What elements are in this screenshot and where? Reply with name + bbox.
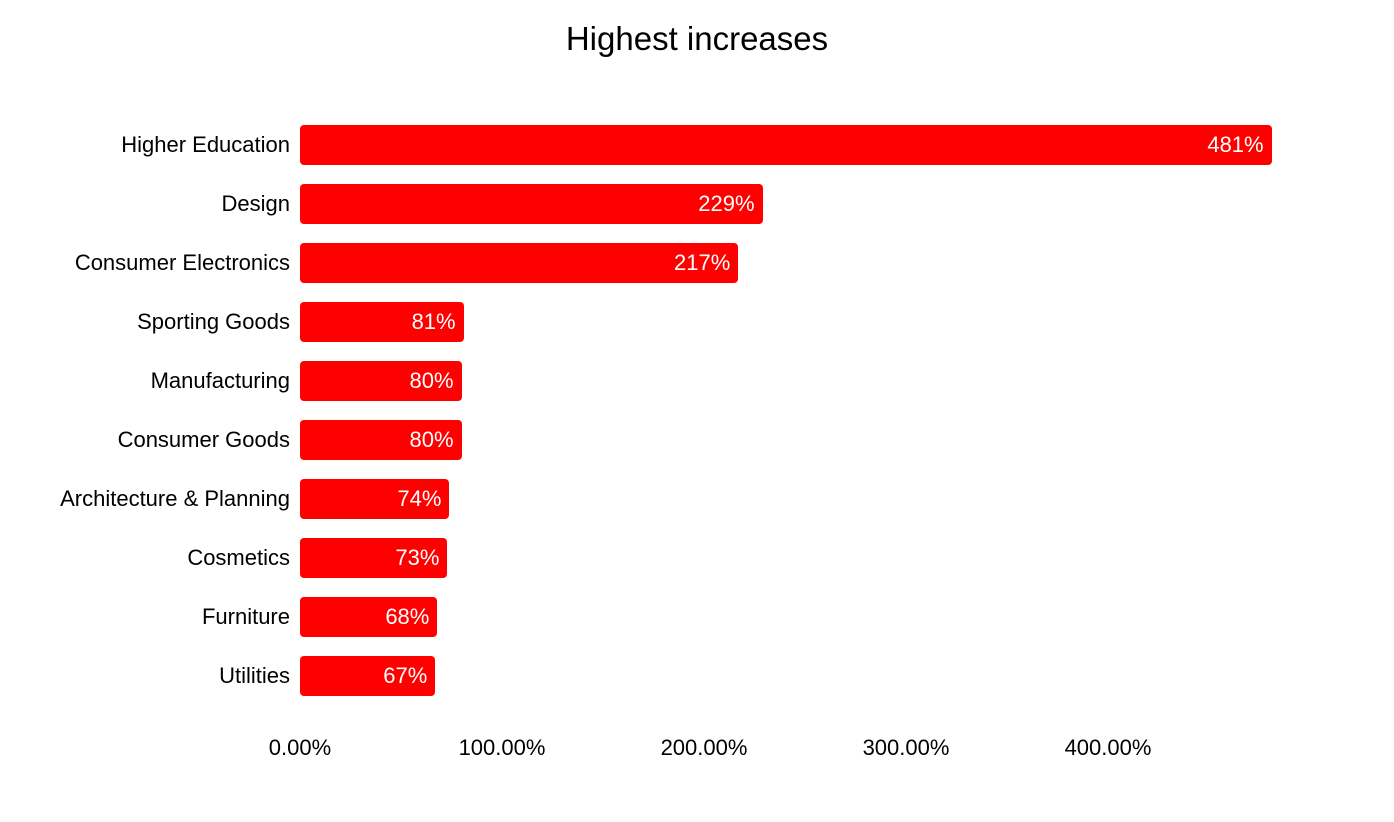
y-axis-label: Sporting Goods [137, 309, 290, 335]
y-axis-label: Higher Education [121, 132, 290, 158]
bar: 81% [300, 302, 464, 342]
bar-value-label: 81% [412, 309, 456, 335]
bar-value-label: 80% [410, 368, 454, 394]
y-axis-label: Manufacturing [151, 368, 290, 394]
bar: 73% [300, 538, 447, 578]
bar-value-label: 481% [1207, 132, 1263, 158]
bar-value-label: 74% [397, 486, 441, 512]
bar: 67% [300, 656, 435, 696]
x-axis-tick-label: 400.00% [1065, 735, 1152, 761]
bar: 80% [300, 420, 462, 460]
x-axis-tick-label: 100.00% [459, 735, 546, 761]
x-axis-tick-label: 0.00% [269, 735, 331, 761]
y-axis-label: Consumer Electronics [75, 250, 290, 276]
y-axis-label: Utilities [219, 663, 290, 689]
bar-value-label: 217% [674, 250, 730, 276]
bars-group: 481% 229% 217% 81% 80% 80% 74% 73% 68% 67% [300, 115, 1310, 720]
chart-title: Highest increases [0, 20, 1394, 58]
y-axis-label: Cosmetics [187, 545, 290, 571]
bar: 80% [300, 361, 462, 401]
bar: 68% [300, 597, 437, 637]
bar: 74% [300, 479, 449, 519]
y-axis-label: Furniture [202, 604, 290, 630]
bar-value-label: 80% [410, 427, 454, 453]
bar: 481% [300, 125, 1272, 165]
y-axis-label: Architecture & Planning [60, 486, 290, 512]
bar: 229% [300, 184, 763, 224]
y-axis-labels: Higher Education Design Consumer Electroni… [0, 115, 300, 720]
y-axis-label: Consumer Goods [118, 427, 290, 453]
bar-value-label: 73% [395, 545, 439, 571]
x-axis-tick-label: 200.00% [661, 735, 748, 761]
y-axis-label: Design [222, 191, 290, 217]
bar-value-label: 68% [385, 604, 429, 630]
bar: 217% [300, 243, 738, 283]
plot-area: Higher EducationDesignConsumer Electroni… [300, 115, 1310, 720]
bar-value-label: 229% [698, 191, 754, 217]
chart-container: Highest increases Higher Education Design… [0, 0, 1394, 822]
bar-value-label: 67% [383, 663, 427, 689]
x-axis-tick-label: 300.00% [863, 735, 950, 761]
